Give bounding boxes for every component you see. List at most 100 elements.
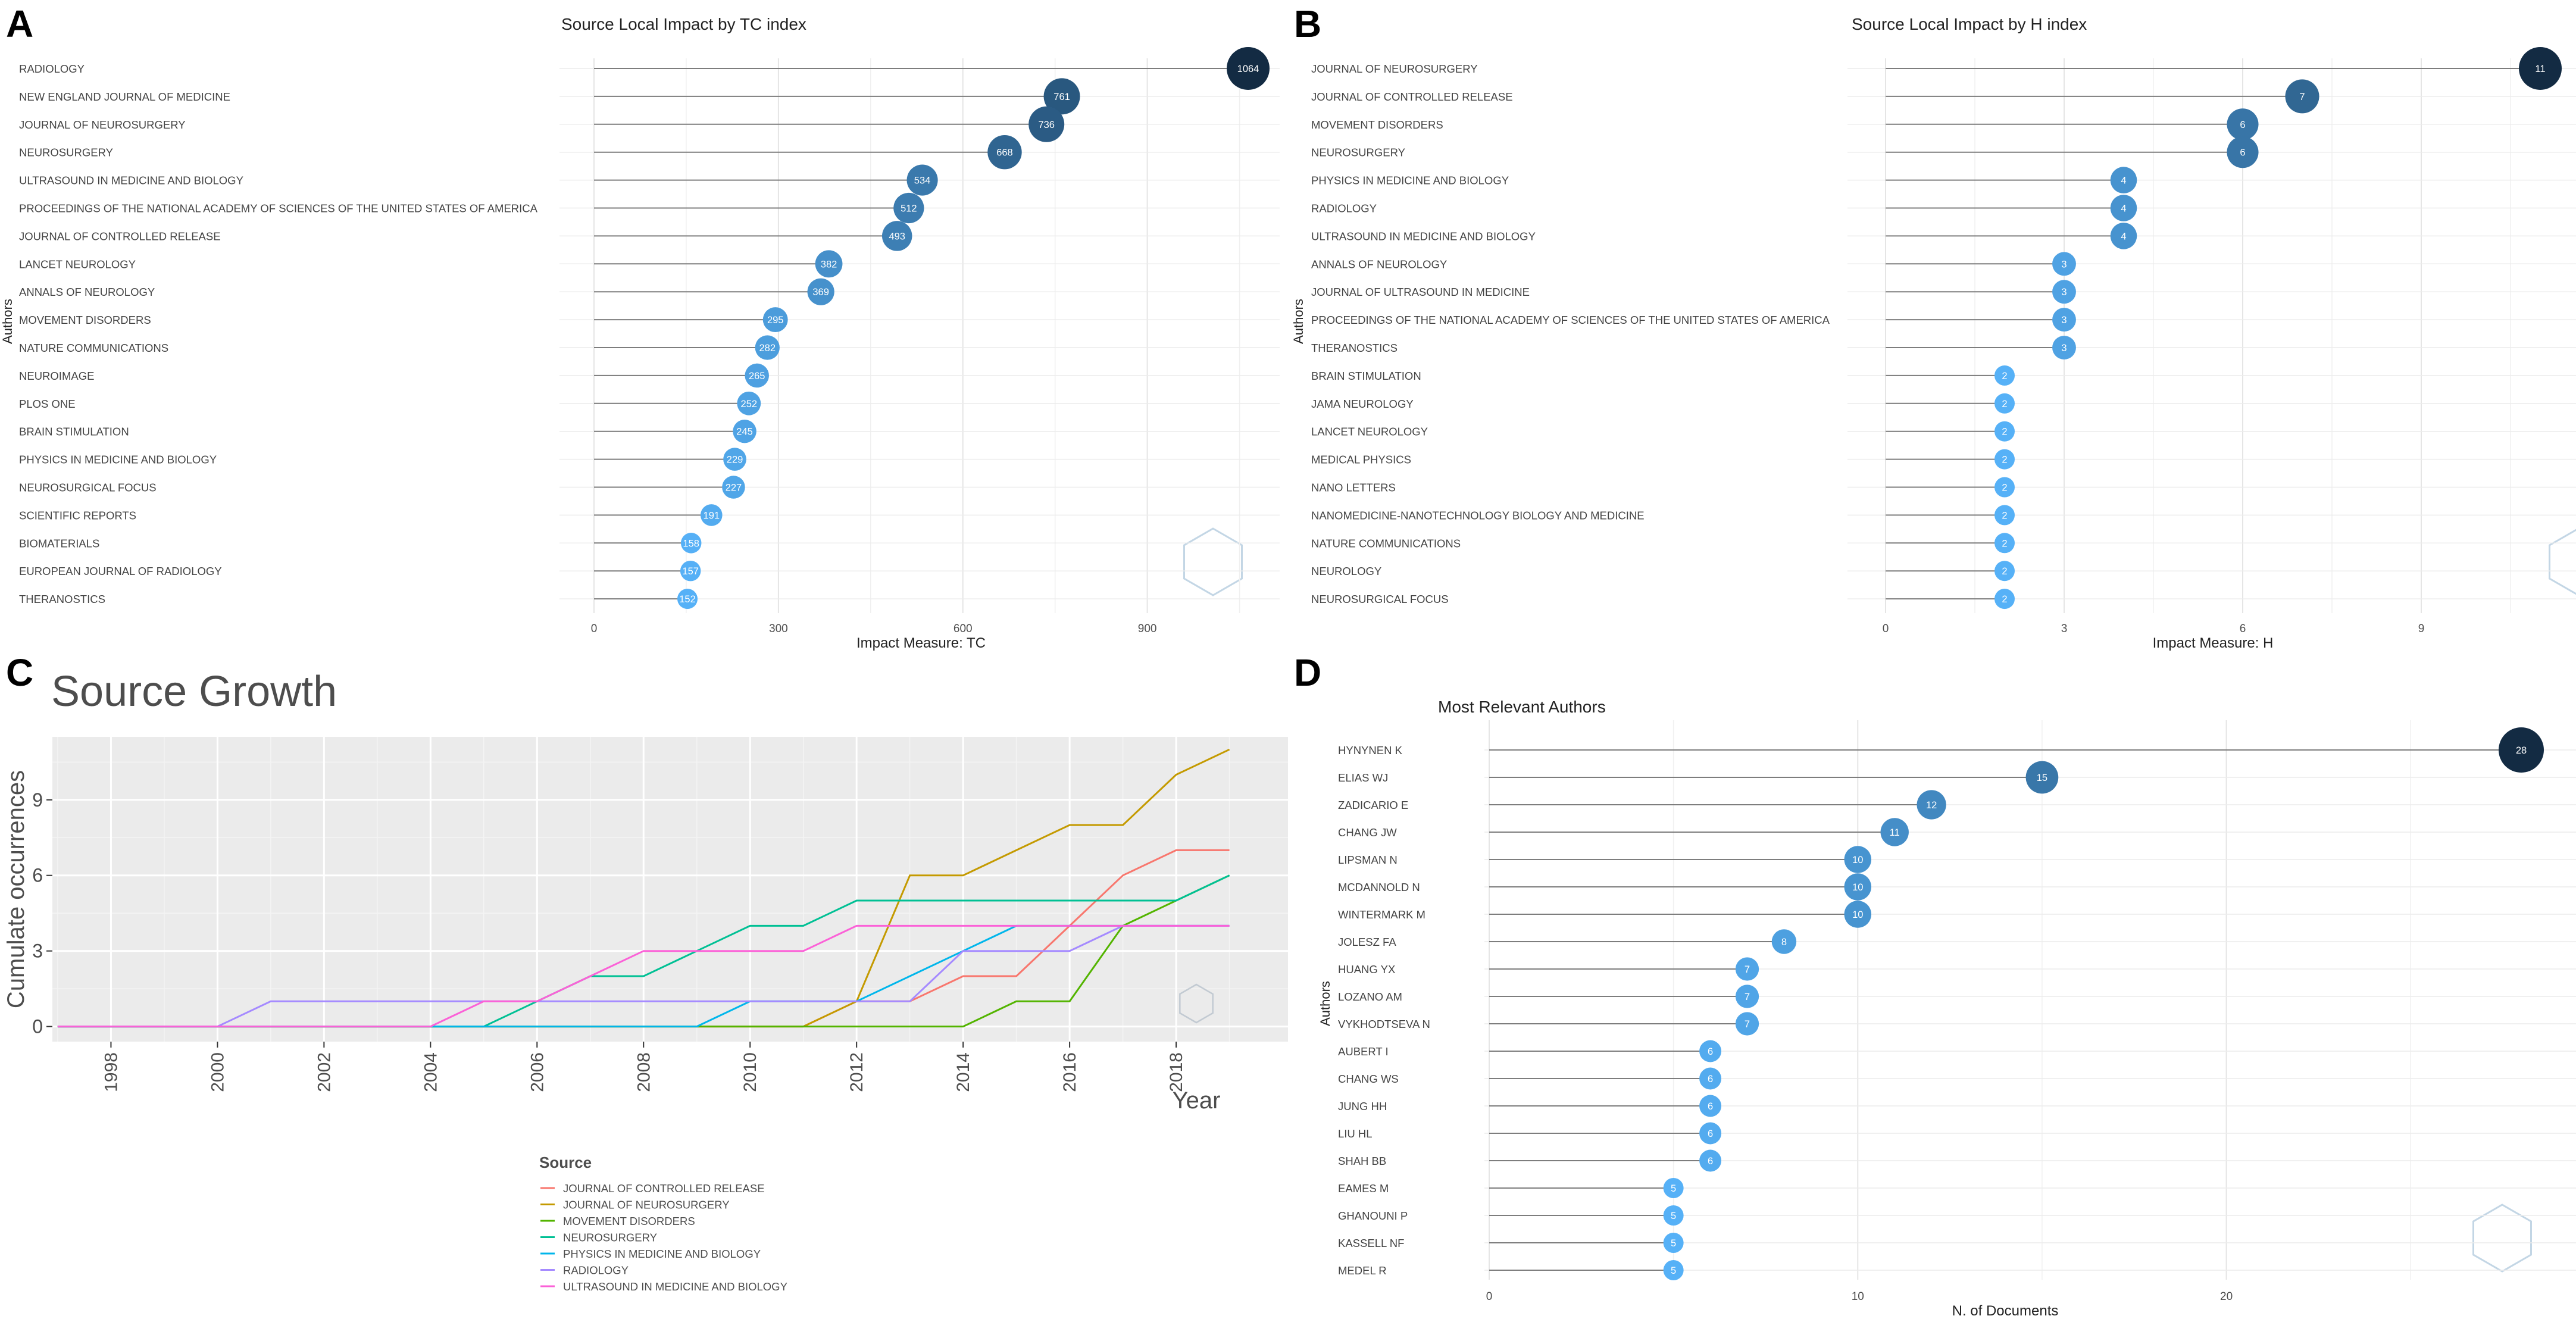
- category-label-jolesz-fa: JOLESZ FA: [1338, 936, 1396, 948]
- data-label-physics-in-medicine-and-biology: 229: [727, 455, 743, 465]
- dot-neurosurgical-focus: [722, 476, 745, 499]
- data-label-neurosurgery: 668: [996, 148, 1013, 158]
- category-label-biomaterials: BIOMATERIALS: [19, 537, 99, 549]
- data-label-lancet-neurology: 2: [2002, 427, 2007, 437]
- data-label-nature-communications: 282: [759, 343, 776, 354]
- x-tick-label: 2002: [314, 1052, 334, 1092]
- category-label-scientific-reports: SCIENTIFIC REPORTS: [19, 509, 136, 521]
- category-label-neuroimage: NEUROIMAGE: [19, 370, 94, 382]
- dot-nature-communications: [755, 335, 780, 360]
- y-tick-label: 6: [32, 865, 43, 886]
- data-label-jolesz-fa: 8: [1781, 937, 1787, 948]
- data-label-journal-of-controlled-release: 7: [2299, 92, 2305, 102]
- category-label-physics-in-medicine-and-biology: PHYSICS IN MEDICINE AND BIOLOGY: [1311, 174, 1509, 187]
- category-label-wintermark-m: WINTERMARK M: [1338, 908, 1425, 921]
- x-tick-label: 2012: [847, 1052, 867, 1092]
- category-label-nano-letters: NANO LETTERS: [1311, 482, 1396, 494]
- dot-european-journal-of-radiology: [680, 560, 701, 582]
- chart-title: Source Growth: [51, 668, 337, 715]
- category-label-ultrasound-in-medicine-and-biology: ULTRASOUND IN MEDICINE AND BIOLOGY: [19, 174, 243, 187]
- data-label-zadicario-e: 12: [1926, 800, 1937, 811]
- dot-elias-wj: [2025, 761, 2059, 794]
- category-label-movement-disorders: MOVEMENT DISORDERS: [19, 314, 151, 326]
- data-label-nature-communications: 2: [2002, 538, 2007, 549]
- y-axis-title: Authors: [1291, 299, 1306, 344]
- x-tick-label: 2008: [634, 1052, 654, 1092]
- category-label-journal-of-controlled-release: JOURNAL OF CONTROLLED RELEASE: [19, 230, 221, 242]
- dot-shah-bb: [1699, 1149, 1722, 1172]
- category-label-brain-stimulation: BRAIN STIMULATION: [1311, 370, 1421, 382]
- data-label-mcdannold-n: 10: [1852, 882, 1863, 893]
- legend-title: Source: [539, 1154, 592, 1171]
- panel-letter: A: [6, 2, 33, 45]
- dot-neuroimage: [745, 363, 769, 388]
- dot-journal-of-controlled-release: [2285, 79, 2319, 114]
- category-label-lancet-neurology: LANCET NEUROLOGY: [1311, 426, 1428, 438]
- x-tick-label: 3: [2061, 623, 2068, 635]
- chart-a: A Source Local Impact by TC index 0 300 600 9…: [0, 2, 1280, 651]
- category-label-mcdannold-n: MCDANNOLD N: [1338, 881, 1420, 893]
- category-label-journal-of-neurosurgery: JOURNAL OF NEUROSURGERY: [19, 118, 186, 131]
- category-label-chang-ws: CHANG WS: [1338, 1073, 1399, 1085]
- dot-journal-of-controlled-release: [881, 221, 912, 251]
- category-label-theranostics: THERANOSTICS: [1311, 342, 1398, 354]
- chart-title: Source Local Impact by H index: [1852, 15, 2087, 33]
- category-label-nanomedicine-nanotechnology-biology-and-medicine: NANOMEDICINE-NANOTECHNOLOGY BIOLOGY AND …: [1311, 509, 1645, 521]
- data-label-radiology: 4: [2121, 204, 2126, 214]
- dot-theranostics: [677, 589, 698, 610]
- dot-brain-stimulation: [733, 419, 756, 443]
- legend-label-radiology: RADIOLOGY: [563, 1264, 629, 1277]
- dot-radiology: [1227, 47, 1270, 90]
- dot-nature-communications: [1994, 533, 2015, 554]
- x-tick-label: 9: [2418, 623, 2425, 635]
- chart-c: C Source Growth 1998 2000 2002 2004 2006 2008 20…: [3, 651, 1288, 1293]
- category-label-theranostics: THERANOSTICS: [19, 593, 105, 605]
- data-label-plos-one: 252: [741, 399, 758, 410]
- data-label-ultrasound-in-medicine-and-biology: 534: [914, 176, 931, 186]
- data-label-neurosurgical-focus: 2: [2002, 594, 2007, 605]
- x-axis-title: Year: [1173, 1087, 1221, 1114]
- dot-physics-in-medicine-and-biology: [2110, 167, 2137, 193]
- data-label-neurology: 2: [2002, 566, 2007, 577]
- dot-nano-letters: [1994, 477, 2015, 498]
- data-label-elias-wj: 15: [2037, 773, 2047, 783]
- panel-letter: B: [1294, 2, 1321, 45]
- data-label-neuroimage: 265: [749, 371, 765, 382]
- dot-medel-r: [1663, 1260, 1684, 1280]
- category-label-lozano-am: LOZANO AM: [1338, 990, 1402, 1003]
- x-tick-label: 300: [769, 623, 788, 635]
- category-label-chang-jw: CHANG JW: [1338, 826, 1397, 839]
- category-label-liu-hl: LIU HL: [1338, 1127, 1373, 1140]
- dot-wintermark-m: [1844, 901, 1872, 928]
- y-axis-title: Cumulate occurrences: [3, 770, 29, 1008]
- x-tick-label: 10: [1852, 1290, 1864, 1303]
- x-axis-title: N. of Documents: [1952, 1303, 2059, 1319]
- x-tick-label: 1998: [101, 1052, 121, 1092]
- chart-title: Most Relevant Authors: [1438, 698, 1606, 716]
- data-label-wintermark-m: 10: [1852, 909, 1863, 920]
- x-tick-label: 2018: [1167, 1052, 1186, 1092]
- legend-label-physics-in-medicine-and-biology: PHYSICS IN MEDICINE AND BIOLOGY: [563, 1248, 761, 1260]
- category-label-nature-communications: NATURE COMMUNICATIONS: [19, 342, 168, 354]
- category-label-hynynen-k: HYNYNEN K: [1338, 744, 1403, 757]
- dot-proceedings-of-the-national-academy-of-sciences-of-the-united-states-of-america: [2052, 308, 2076, 332]
- category-label-new-england-journal-of-medicine: NEW ENGLAND JOURNAL OF MEDICINE: [19, 90, 230, 103]
- data-label-neurosurgery: 6: [2240, 148, 2245, 158]
- x-tick-label: 2000: [208, 1052, 227, 1092]
- chart-b: B Source Local Impact by H index 0 3 6 9 JOURN…: [1291, 2, 2576, 651]
- data-label-scientific-reports: 191: [704, 510, 720, 521]
- dot-hynynen-k: [2499, 727, 2544, 773]
- category-label-radiology: RADIOLOGY: [19, 62, 85, 75]
- category-label-neurosurgery: NEUROSURGERY: [1311, 146, 1405, 159]
- dot-movement-disorders: [762, 307, 788, 333]
- data-label-chang-jw: 11: [1890, 827, 1900, 838]
- category-label-neurosurgery: NEUROSURGERY: [19, 146, 113, 159]
- category-label-lancet-neurology: LANCET NEUROLOGY: [19, 258, 136, 270]
- dot-jung-hh: [1699, 1095, 1722, 1117]
- category-label-kassell-nf: KASSELL NF: [1338, 1237, 1404, 1249]
- x-axis-title: Impact Measure: H: [2153, 635, 2274, 651]
- series-line-radiology: [57, 924, 1230, 1028]
- x-axis-title: Impact Measure: TC: [856, 635, 986, 651]
- category-label-journal-of-neurosurgery: JOURNAL OF NEUROSURGERY: [1311, 62, 1478, 75]
- panel-c: C Source Growth 1998 2000 2002 2004 2006 2008 20…: [0, 649, 1288, 1319]
